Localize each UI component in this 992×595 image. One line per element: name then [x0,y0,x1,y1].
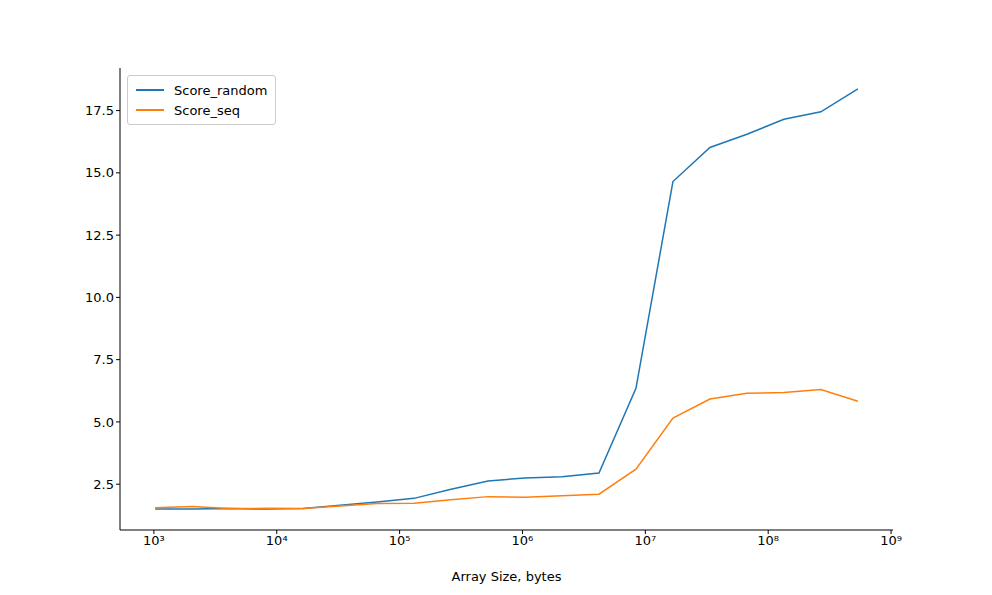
svg-text:10⁵: 10⁵ [389,533,411,548]
svg-text:10³: 10³ [143,533,165,548]
svg-text:10⁷: 10⁷ [634,533,656,548]
svg-text:17.5: 17.5 [85,103,114,118]
svg-text:Array Size, bytes: Array Size, bytes [452,569,562,584]
svg-text:10⁸: 10⁸ [757,533,779,548]
html-text:Score_seq: Score_seq [174,102,240,118]
svg-text:10.0: 10.0 [85,290,114,305]
svg-text:15.0: 15.0 [85,165,114,180]
svg-text:2.5: 2.5 [93,477,114,492]
svg-text:5.0: 5.0 [93,415,114,430]
svg-text:7.5: 7.5 [93,352,114,367]
html-text:Score_random: Score_random [174,82,268,98]
svg-text:10⁴: 10⁴ [266,533,288,548]
svg-text:10⁹: 10⁹ [880,533,902,548]
svg-text:10⁶: 10⁶ [512,533,534,548]
svg-text:12.5: 12.5 [85,228,114,243]
